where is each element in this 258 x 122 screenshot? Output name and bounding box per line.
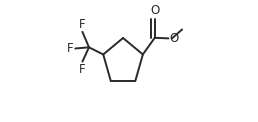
Text: F: F	[67, 42, 73, 55]
Text: F: F	[78, 63, 85, 76]
Text: O: O	[170, 32, 179, 45]
Text: O: O	[150, 4, 159, 17]
Text: F: F	[78, 18, 85, 31]
